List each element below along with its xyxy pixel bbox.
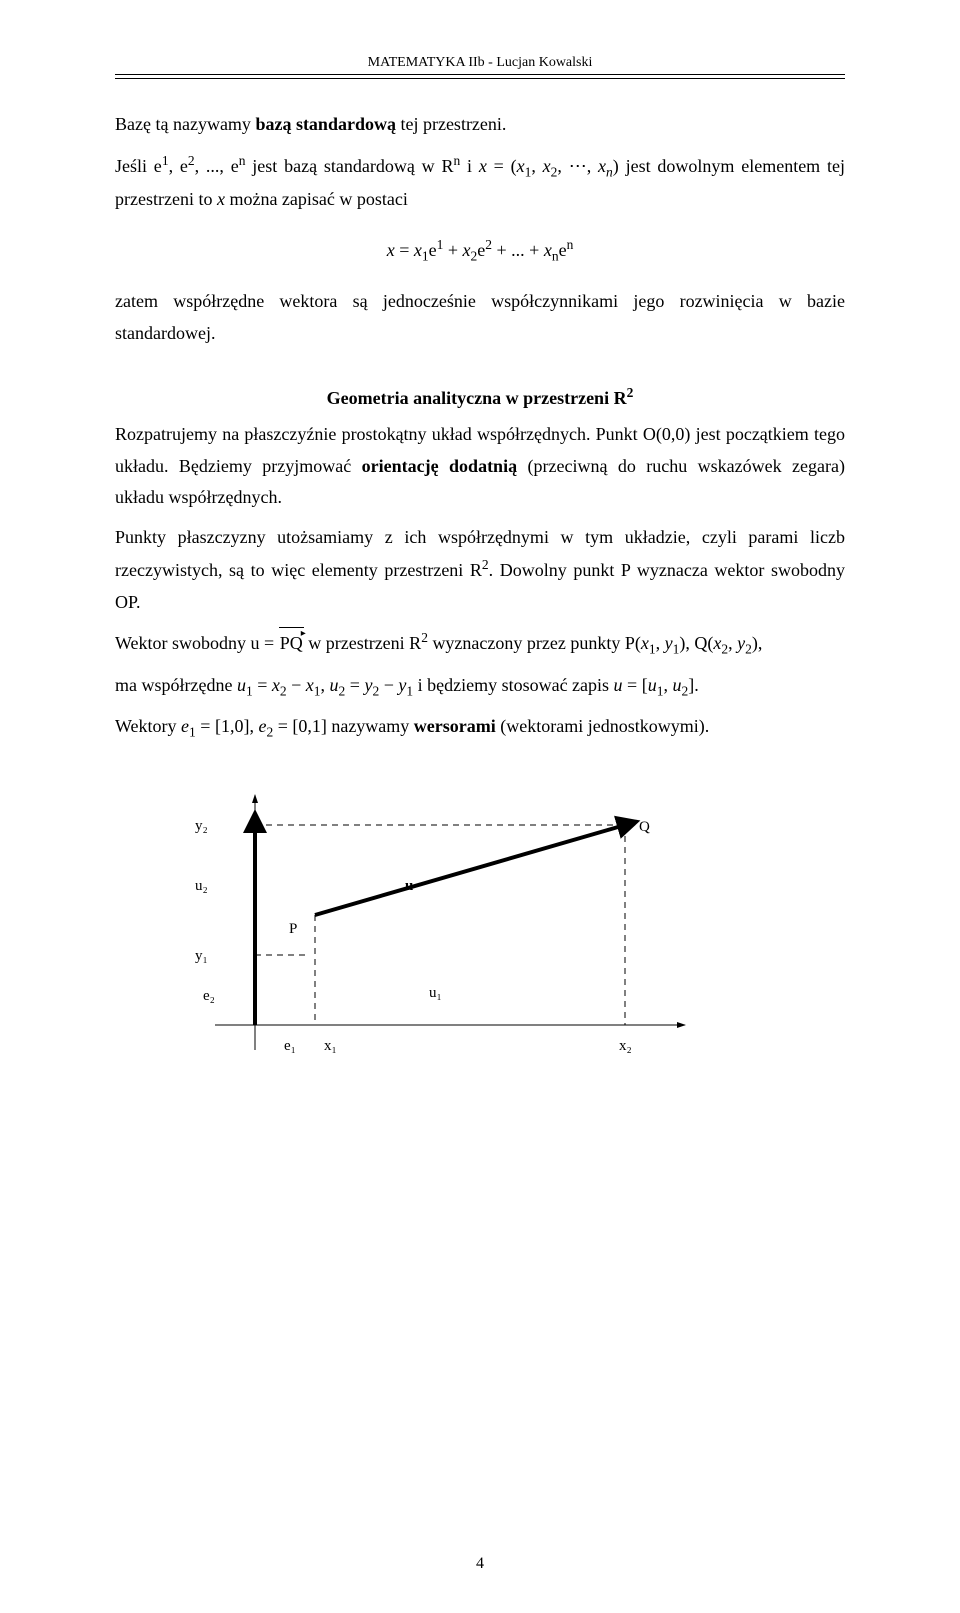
svg-text:u: u: [405, 878, 413, 894]
svg-text:x₂: x₂: [619, 1038, 632, 1054]
svg-text:x₁: x₁: [324, 1038, 337, 1054]
text: , ..., e: [195, 156, 239, 176]
svg-text:y₁: y₁: [195, 948, 208, 964]
text: jest bazą standardową w R: [245, 156, 453, 176]
svg-text:Q: Q: [639, 819, 650, 835]
header-rule: [115, 74, 845, 79]
svg-text:y₂: y₂: [195, 818, 208, 834]
formula-1: x = x1e1 + x2e2 + ... + xnen: [115, 233, 845, 268]
svg-text:e₁: e₁: [284, 1038, 296, 1054]
text: wyznaczony przez punkty P(: [428, 633, 641, 653]
text: nazywamy: [327, 716, 414, 736]
text: można zapisać w postaci: [225, 189, 408, 209]
vector-diagram: y₂ u₂ y₁ e₂ e₁ x₁ u₁ x₂ P Qu: [115, 780, 845, 1085]
svg-text:P: P: [289, 921, 297, 937]
diagram-svg: y₂ u₂ y₁ e₂ e₁ x₁ u₁ x₂ P Qu: [145, 780, 705, 1080]
text-bold: wersorami: [414, 716, 496, 736]
text: i będziemy stosować zapis: [413, 675, 613, 695]
text: ma współrzędne: [115, 675, 237, 695]
paragraph-3: zatem współrzędne wektora są jednocześni…: [115, 286, 845, 349]
text-italic: y: [737, 633, 745, 653]
text: tej przestrzeni.: [396, 114, 506, 134]
text-bold: orientację dodatnią: [362, 456, 517, 476]
text: w przestrzeni R: [304, 633, 421, 653]
text: ,: [728, 633, 737, 653]
paragraph-6: Wektor swobodny u = ▸PQ w przestrzeni R2…: [115, 626, 845, 661]
text: Wektory: [115, 716, 181, 736]
svg-text:u₂: u₂: [195, 878, 208, 894]
paragraph-5: Punkty płaszczyzny utożsamiamy z ich wsp…: [115, 522, 845, 619]
text: Wektor swobodny: [115, 633, 251, 653]
paragraph-8: Wektory e1 = [1,0], e2 = [0,1] nazywamy …: [115, 711, 845, 744]
svg-text:u₁: u₁: [429, 985, 442, 1001]
paragraph-1: Bazę tą nazywamy bazą standardową tej pr…: [115, 109, 845, 141]
text: ,: [321, 675, 330, 695]
page-header: MATEMATYKA IIb - Lucjan Kowalski: [115, 55, 845, 71]
text: ), Q(: [679, 633, 713, 653]
text: , e: [169, 156, 188, 176]
page-number: 4: [0, 1555, 960, 1573]
section-title: Geometria analityczna w przestrzeni R2: [115, 385, 845, 409]
text-italic: x: [217, 189, 225, 209]
text-bold: bazą standardową: [255, 114, 396, 134]
text: .: [694, 675, 699, 695]
text: i: [460, 156, 479, 176]
text: ,: [656, 633, 665, 653]
paragraph-7: ma współrzędne u1 = x2 − x1, u2 = y2 − y…: [115, 670, 845, 703]
text: Geometria analityczna w przestrzeni R: [327, 388, 627, 408]
text: Jeśli e: [115, 156, 162, 176]
text: (wektorami jednostkowymi).: [496, 716, 709, 736]
svg-text:e₂: e₂: [203, 988, 215, 1004]
text: ),: [752, 633, 763, 653]
text: PQ: [280, 633, 303, 653]
text-italic: x: [641, 633, 649, 653]
text: Bazę tą nazywamy: [115, 114, 255, 134]
text-italic: y: [665, 633, 673, 653]
paragraph-4: Rozpatrujemy na płaszczyźnie prostokątny…: [115, 419, 845, 514]
paragraph-2: Jeśli e1, e2, ..., en jest bazą standard…: [115, 149, 845, 216]
